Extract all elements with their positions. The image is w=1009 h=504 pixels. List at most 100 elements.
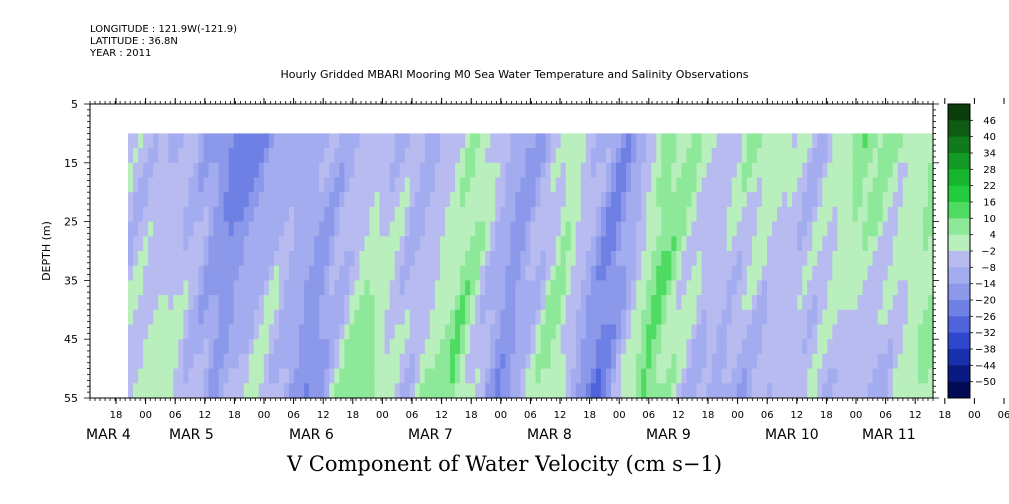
heatmap-cell [852,265,859,281]
heatmap-cell [193,324,200,340]
heatmap-cell [480,383,486,399]
heatmap-cell [676,383,683,399]
heatmap-cell [364,383,371,399]
heatmap-cell [500,324,506,340]
heatmap-cell [424,383,431,399]
heatmap-cell [304,251,310,267]
heatmap-cell [399,192,406,208]
heatmap-cell [283,324,290,340]
heatmap-cell [369,148,376,164]
heatmap-cell [495,236,501,252]
heatmap-cell [153,339,159,355]
heatmap-cell [439,177,446,193]
heatmap-cell [621,280,627,296]
heatmap-cell [500,236,506,252]
heatmap-cell [470,177,476,193]
heatmap-cell [696,148,703,164]
heatmap-cell [661,309,667,326]
heatmap-cell [510,265,517,281]
heatmap-cell [912,383,919,399]
heatmap-cell [409,280,416,296]
heatmap-cell [510,236,517,252]
heatmap-cell [646,383,652,399]
heatmap-cell [258,192,265,208]
heatmap-cell [575,353,582,370]
heatmap-cell [334,221,340,237]
heatmap-cell [283,148,290,164]
heatmap-cell [892,221,899,237]
heatmap-cell [560,236,567,252]
heatmap-cell [248,295,255,311]
heatmap-cell [787,295,793,311]
heatmap-cell [666,368,672,384]
heatmap-cell [621,265,627,281]
heatmap-cell [173,368,179,384]
heatmap-cell [243,148,250,164]
heatmap-cell [787,324,793,340]
heatmap-cell [766,295,773,311]
heatmap-cell [651,192,657,208]
heatmap-cell [681,368,688,384]
heatmap-cell [434,192,441,208]
heatmap-cell [485,383,491,399]
heatmap-cell [409,353,416,370]
heatmap-cell [374,236,381,252]
heatmap-cell [384,295,391,311]
colorbar-tick-label: −32 [975,328,996,339]
heatmap-cell [686,324,693,340]
heatmap-cell [289,148,295,164]
heatmap-cell [465,368,471,384]
heatmap-cell [434,148,441,164]
heatmap-cell [173,206,179,223]
heatmap-cell [450,353,456,370]
heatmap-cell [787,265,793,281]
heatmap-cell [233,148,240,164]
heatmap-cell [812,295,818,311]
heatmap-cell [218,324,225,340]
heatmap-cell [927,383,934,399]
heatmap-cell [505,309,511,326]
heatmap-cell [656,133,662,149]
heatmap-cell [792,368,798,384]
heatmap-cell [907,280,914,296]
heatmap-cell [389,339,396,355]
heatmap-cell [188,339,195,355]
heatmap-cell [842,339,849,355]
heatmap-cell [173,383,179,399]
heatmap-cell [611,236,617,252]
heatmap-cell [560,353,567,370]
heatmap-cell [223,265,230,281]
heatmap-cell [907,295,914,311]
heatmap-cell [444,206,451,223]
heatmap-cell [766,324,773,340]
heatmap-cell [354,192,361,208]
heatmap-cell [807,368,813,384]
heatmap-cell [515,148,522,164]
heatmap-cell [354,251,361,267]
heatmap-cell [520,251,527,267]
heatmap-cell [309,162,315,179]
heatmap-cell [812,206,818,223]
heatmap-cell [530,162,537,179]
heatmap-cell [545,221,552,237]
heatmap-cell [676,265,683,281]
heatmap-cell [812,280,818,296]
heatmap-cell [902,309,909,326]
heatmap-cell [138,162,144,179]
heatmap-cell [847,133,854,149]
heatmap-cell [636,236,642,252]
heatmap-cell [600,251,607,267]
heatmap-cell [299,206,305,223]
heatmap-cell [138,324,144,340]
heatmap-cell [349,353,356,370]
heatmap-cell [495,339,501,355]
heatmap-cell [907,177,914,193]
heatmap-cell [651,206,657,223]
heatmap-cell [163,162,169,179]
heatmap-cell [354,368,361,384]
heatmap-cell [414,221,421,237]
heatmap-cell [444,162,451,179]
heatmap-cell [268,353,275,370]
heatmap-cell [510,192,517,208]
heatmap-cell [565,339,572,355]
